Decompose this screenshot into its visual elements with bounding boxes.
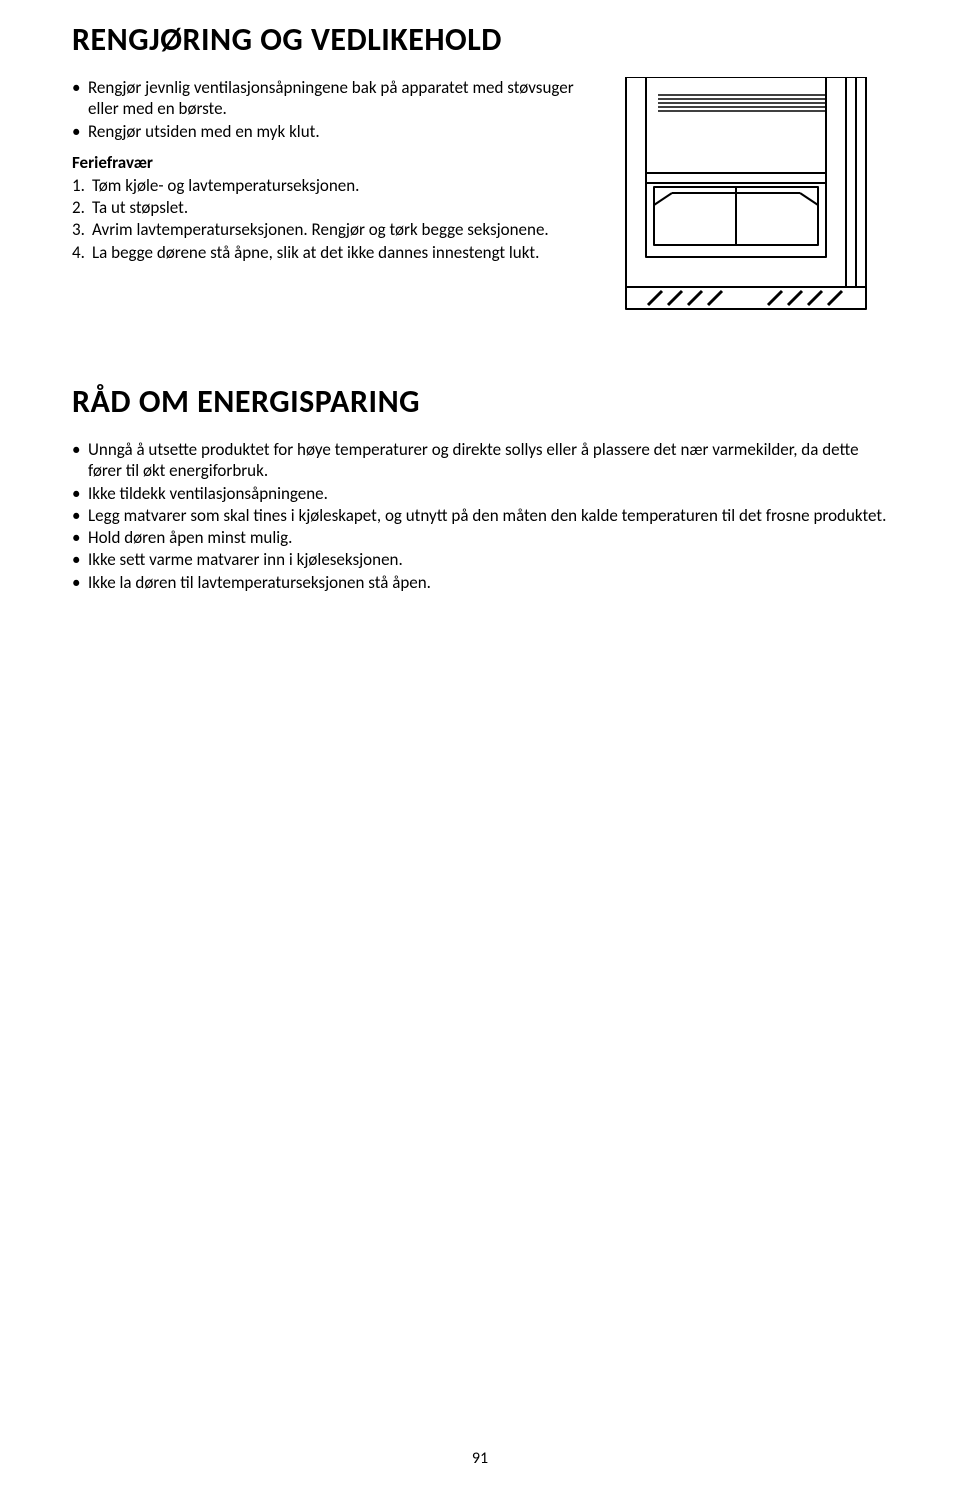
two-column-layout: Rengjør jevnlig ventilasjonsåpningene ba… [72, 77, 888, 322]
list-item: Ikke sett varme matvarer inn i kjøleseks… [72, 549, 888, 570]
section-cleaning: RENGJØRING OG VEDLIKEHOLD Rengjør jevnli… [72, 20, 888, 322]
page-number: 91 [0, 1449, 960, 1468]
list-item: La begge dørene stå åpne, slik at det ik… [72, 242, 594, 263]
vacation-numbered-list: Tøm kjøle- og lavtemperaturseksjonen. Ta… [72, 175, 594, 263]
list-item: Rengjør jevnlig ventilasjonsåpningene ba… [72, 77, 594, 120]
subheading-vacation: Feriefravær [72, 152, 594, 173]
heading-cleaning: RENGJØRING OG VEDLIKEHOLD [72, 20, 888, 59]
energy-bullet-list: Unngå å utsette produktet for høye tempe… [72, 439, 888, 593]
illustration-column [618, 77, 888, 322]
list-item: Ikke la døren til lavtemperaturseksjonen… [72, 572, 888, 593]
fridge-illustration-icon [618, 77, 888, 317]
cleaning-bullet-list: Rengjør jevnlig ventilasjonsåpningene ba… [72, 77, 594, 142]
list-item: Legg matvarer som skal tines i kjøleskap… [72, 505, 888, 526]
list-item: Avrim lavtemperaturseksjonen. Rengjør og… [72, 219, 594, 240]
list-item: Ikke tildekk ventilasjonsåpningene. [72, 483, 888, 504]
text-column: Rengjør jevnlig ventilasjonsåpningene ba… [72, 77, 594, 264]
heading-energy: RÅD OM ENERGISPARING [72, 382, 888, 421]
list-item: Rengjør utsiden med en myk klut. [72, 121, 594, 142]
list-item: Hold døren åpen minst mulig. [72, 527, 888, 548]
section-energy: RÅD OM ENERGISPARING Unngå å utsette pro… [72, 382, 888, 593]
list-item: Tøm kjøle- og lavtemperaturseksjonen. [72, 175, 594, 196]
list-item: Ta ut støpslet. [72, 197, 594, 218]
list-item: Unngå å utsette produktet for høye tempe… [72, 439, 888, 482]
